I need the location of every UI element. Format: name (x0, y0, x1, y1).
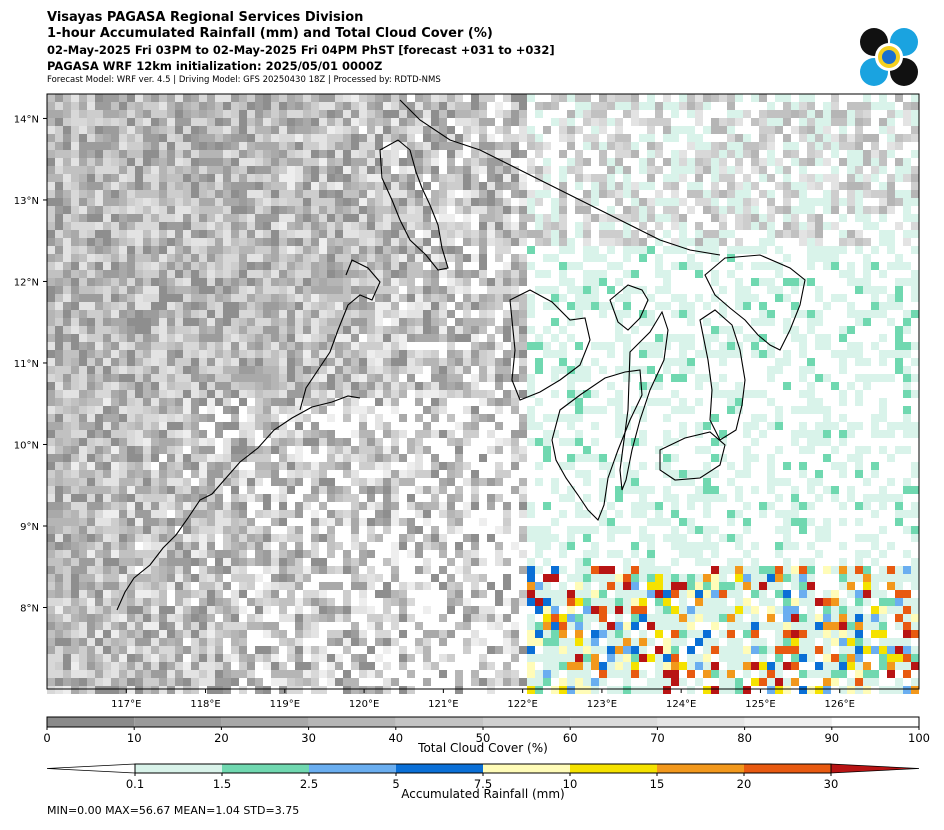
lon-tick-label: 122°E (507, 699, 537, 710)
lat-tick-label: 12°N (14, 277, 39, 288)
rain-colorbar-segment (135, 764, 222, 773)
rainfall-colorbar: 0.1 1.5 2.5 5 7.5 10 15 20 30 Accumulated Rainfal… (46, 763, 920, 801)
cloud-colorbar-tick: 100 (908, 731, 930, 745)
cloud-cover-colorbar: 0 10 20 30 40 50 60 70 80 90 100 Total Cloud Cover … (43, 716, 930, 755)
title-initialization: PAGASA WRF 12km initialization: 2025/05/… (47, 59, 383, 73)
cloud-colorbar-segment (308, 717, 396, 727)
lat-tick-label: 8°N (20, 603, 39, 614)
cloud-colorbar-tick: 20 (214, 731, 229, 745)
title-region: Visayas PAGASA Regional Services Divisio… (47, 10, 364, 25)
rain-colorbar-segment (309, 764, 396, 773)
coastline-mindoro (379, 139, 449, 271)
lat-tick-label: 14°N (14, 114, 39, 125)
lon-tick-label: 121°E (428, 699, 458, 710)
rain-colorbar-tick: 30 (824, 777, 839, 791)
lon-tick-label: 125°E (745, 699, 775, 710)
rain-colorbar-segment (396, 764, 483, 773)
cloud-colorbar-segment (395, 717, 483, 727)
map-frame (46, 93, 920, 690)
lon-tick-label: 123°E (587, 699, 617, 710)
cloud-colorbar-segment (221, 717, 309, 727)
rain-colorbar-tick: 5 (392, 777, 399, 791)
cloud-colorbar-tick: 30 (301, 731, 316, 745)
rain-colorbar-tick: 7.5 (474, 777, 492, 791)
rain-colorbar-tick: 20 (737, 777, 752, 791)
coastline-panay (509, 289, 591, 401)
cloud-colorbar-segment (483, 717, 571, 727)
rain-colorbar-max-extension (830, 763, 920, 774)
cloud-colorbar-title: Total Cloud Cover (%) (417, 741, 548, 755)
cloud-colorbar-segment (134, 717, 222, 727)
coastline-leyte (699, 309, 746, 441)
cloud-colorbar-tick: 0 (43, 731, 50, 745)
lat-tick-label: 10°N (14, 440, 39, 451)
coastline-luzon-south (399, 99, 721, 256)
lon-tick-label: 118°E (190, 699, 220, 710)
rain-colorbar-segment (570, 764, 657, 773)
coastline-samar (704, 254, 806, 351)
lat-tick-label: 9°N (20, 522, 39, 533)
rain-colorbar-min-extension (46, 763, 136, 774)
lon-tick-label: 124°E (666, 699, 696, 710)
rain-colorbar-title: Accumulated Rainfall (mm) (401, 787, 564, 801)
coastline-bohol (659, 431, 726, 481)
latitude-ticks: 14°N 13°N 12°N 11°N 10°N 9°N 8°N (14, 114, 47, 614)
cloud-colorbar-segment (657, 717, 745, 727)
rain-colorbar-tick: 10 (563, 777, 578, 791)
lon-tick-label: 117°E (111, 699, 141, 710)
cloud-colorbar-tick: 40 (388, 731, 403, 745)
title-valid-period: 02-May-2025 Fri 03PM to 02-May-2025 Fri … (47, 43, 555, 57)
coastlines (116, 99, 806, 611)
cloud-colorbar-tick: 80 (737, 731, 752, 745)
coastline-palawan-north (299, 259, 381, 411)
rain-colorbar-segment (744, 764, 831, 773)
rain-colorbar-tick: 0.1 (126, 777, 144, 791)
coastline-negros (551, 369, 643, 521)
title-model-info: Forecast Model: WRF ver. 4.5 | Driving M… (47, 75, 441, 85)
rain-colorbar-segment (483, 764, 570, 773)
rain-colorbar-tick: 2.5 (300, 777, 318, 791)
lat-tick-label: 13°N (14, 196, 39, 207)
lon-tick-label: 120°E (349, 699, 379, 710)
cloud-colorbar-tick: 10 (127, 731, 142, 745)
cloud-colorbar-tick: 90 (824, 731, 839, 745)
cloud-colorbar-segment (47, 717, 135, 727)
rain-colorbar-tick: 1.5 (213, 777, 231, 791)
lon-tick-label: 119°E (270, 699, 300, 710)
lon-tick-label: 126°E (825, 699, 855, 710)
longitude-ticks: 117°E 118°E 119°E 120°E 121°E 122°E 123°E 124°E… (111, 689, 855, 710)
lat-tick-label: 11°N (14, 359, 39, 370)
cloud-colorbar-tick: 60 (563, 731, 578, 745)
cloud-colorbar-tick: 50 (476, 731, 491, 745)
rain-colorbar-tick: 15 (650, 777, 665, 791)
statistics-summary: MIN=0.00 MAX=56.67 MEAN=1.04 STD=3.75 (47, 804, 300, 817)
title-product: 1-hour Accumulated Rainfall (mm) and Tot… (47, 26, 493, 41)
cloud-colorbar-segment (570, 717, 658, 727)
cloud-rain-grid (47, 94, 919, 694)
coastline-cebu (619, 310, 669, 491)
cloud-colorbar-segment (744, 717, 832, 727)
cloud-colorbar-segment (831, 717, 919, 727)
rain-colorbar-segment (657, 764, 744, 773)
coastline-palawan (116, 395, 361, 611)
cloud-colorbar-tick: 70 (650, 731, 665, 745)
coastline-masbate (609, 284, 649, 331)
pagasa-logo-icon (860, 28, 918, 86)
rain-colorbar-segment (222, 764, 309, 773)
